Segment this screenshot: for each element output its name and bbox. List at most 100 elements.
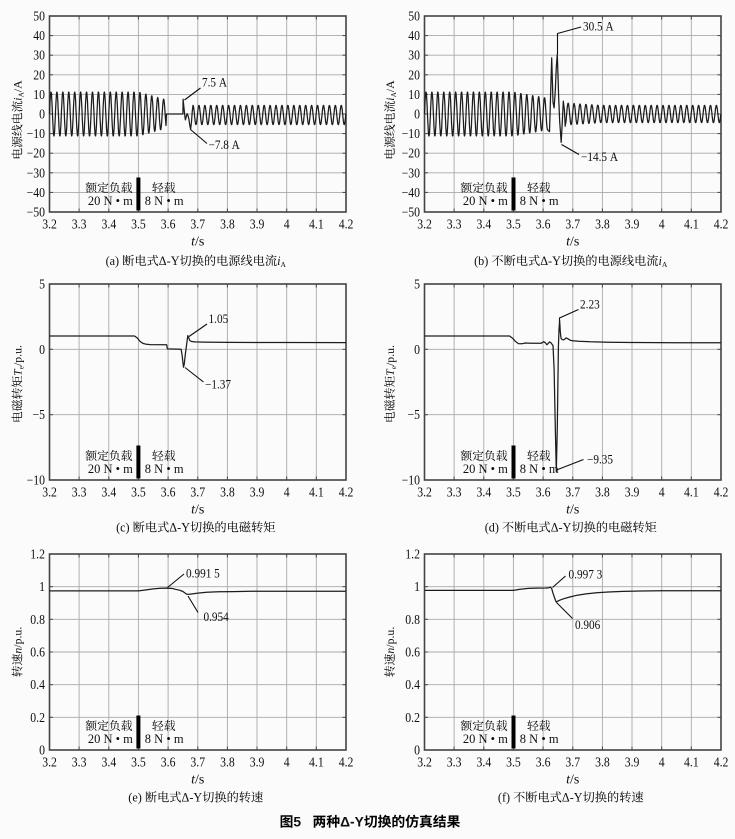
svg-text:e: e xyxy=(17,366,26,369)
svg-text:3.6: 3.6 xyxy=(536,485,551,500)
svg-text:3.8: 3.8 xyxy=(220,217,235,232)
svg-text:4.2: 4.2 xyxy=(339,485,354,500)
svg-text:3.7: 3.7 xyxy=(190,217,205,232)
svg-text:4.2: 4.2 xyxy=(339,755,354,770)
svg-text:5: 5 xyxy=(39,277,45,292)
svg-text:(e): (e) xyxy=(128,791,142,805)
svg-text:0.997 3: 0.997 3 xyxy=(569,568,603,582)
svg-text:−50: −50 xyxy=(27,205,46,220)
svg-text:4: 4 xyxy=(659,485,665,500)
svg-text:3.4: 3.4 xyxy=(102,485,117,500)
svg-text:−14.5 A: −14.5 A xyxy=(581,150,618,164)
svg-text:4: 4 xyxy=(284,485,290,500)
svg-text:/s: /s xyxy=(570,503,579,518)
svg-text:−30: −30 xyxy=(27,165,46,180)
svg-text:0: 0 xyxy=(414,743,420,758)
svg-text:i: i xyxy=(383,97,397,100)
svg-text:20 N • m: 20 N • m xyxy=(88,732,133,746)
svg-text:3.3: 3.3 xyxy=(72,755,87,770)
svg-text:10: 10 xyxy=(408,87,420,102)
svg-text:3.9: 3.9 xyxy=(250,755,265,770)
svg-text:3.9: 3.9 xyxy=(625,217,640,232)
svg-text:0.2: 0.2 xyxy=(405,710,420,725)
svg-text:3.2: 3.2 xyxy=(42,217,57,232)
svg-text:3.3: 3.3 xyxy=(447,485,462,500)
svg-text:0.4: 0.4 xyxy=(30,677,45,692)
svg-text:−40: −40 xyxy=(402,185,421,200)
svg-text:0.6: 0.6 xyxy=(405,645,420,660)
svg-text:t: t xyxy=(191,235,196,250)
svg-text:Δ-Y: Δ-Y xyxy=(159,254,180,268)
svg-text:3.2: 3.2 xyxy=(42,755,57,770)
svg-text:i: i xyxy=(659,254,663,268)
svg-text:3.7: 3.7 xyxy=(190,485,205,500)
svg-text:Δ-Y: Δ-Y xyxy=(540,254,561,268)
svg-text:t: t xyxy=(191,503,196,518)
svg-text:20 N • m: 20 N • m xyxy=(463,194,508,208)
svg-text:Δ-Y: Δ-Y xyxy=(562,791,583,805)
svg-text:/p.u.: /p.u. xyxy=(383,627,397,648)
svg-text:3.6: 3.6 xyxy=(536,755,551,770)
svg-text:0: 0 xyxy=(39,342,45,357)
svg-text:3.6: 3.6 xyxy=(536,217,551,232)
svg-text:4: 4 xyxy=(659,755,665,770)
svg-text:3.7: 3.7 xyxy=(565,755,580,770)
svg-text:Δ-Y: Δ-Y xyxy=(169,521,190,535)
svg-text:−30: −30 xyxy=(402,165,421,180)
svg-text:20 N • m: 20 N • m xyxy=(463,732,508,746)
svg-text:8 N • m: 8 N • m xyxy=(520,194,559,208)
svg-text:/s: /s xyxy=(570,773,579,788)
svg-text:3.2: 3.2 xyxy=(42,485,57,500)
svg-text:0: 0 xyxy=(39,743,45,758)
svg-text:3.4: 3.4 xyxy=(102,217,117,232)
svg-text:/p.u.: /p.u. xyxy=(383,345,397,366)
svg-text:4: 4 xyxy=(284,217,290,232)
svg-text:8 N • m: 8 N • m xyxy=(145,194,184,208)
svg-text:1.05: 1.05 xyxy=(209,312,229,326)
svg-text:−5: −5 xyxy=(408,407,421,422)
svg-text:−10: −10 xyxy=(27,126,46,141)
svg-text:20 N • m: 20 N • m xyxy=(463,462,508,476)
svg-text:3.6: 3.6 xyxy=(161,217,176,232)
svg-text:20 N • m: 20 N • m xyxy=(88,194,133,208)
svg-text:t: t xyxy=(566,773,571,788)
svg-text:5: 5 xyxy=(414,277,420,292)
svg-text:3.5: 3.5 xyxy=(131,755,146,770)
svg-text:7.5 A: 7.5 A xyxy=(202,76,227,90)
svg-text:(a): (a) xyxy=(106,254,120,268)
svg-text:n: n xyxy=(383,648,397,654)
svg-text:3.4: 3.4 xyxy=(102,755,117,770)
svg-text:3.4: 3.4 xyxy=(477,755,492,770)
svg-text:30: 30 xyxy=(33,48,45,63)
svg-text:4: 4 xyxy=(284,755,290,770)
svg-text:4.1: 4.1 xyxy=(684,217,699,232)
svg-text:30.5 A: 30.5 A xyxy=(583,20,614,34)
svg-text:/A: /A xyxy=(383,80,397,92)
svg-text:3.3: 3.3 xyxy=(72,485,87,500)
svg-text:4.1: 4.1 xyxy=(684,755,699,770)
svg-text:40: 40 xyxy=(408,28,420,43)
svg-text:0: 0 xyxy=(414,342,420,357)
svg-text:Δ-Y: Δ-Y xyxy=(551,521,572,535)
svg-text:4.1: 4.1 xyxy=(309,217,324,232)
svg-text:−1.37: −1.37 xyxy=(205,378,231,392)
svg-text:8 N • m: 8 N • m xyxy=(145,732,184,746)
svg-text:0.6: 0.6 xyxy=(30,645,45,660)
svg-text:3.6: 3.6 xyxy=(161,755,176,770)
svg-text:3.3: 3.3 xyxy=(447,217,462,232)
svg-text:A: A xyxy=(662,260,668,269)
svg-text:3.3: 3.3 xyxy=(447,755,462,770)
svg-text:3.5: 3.5 xyxy=(506,485,521,500)
svg-text:i: i xyxy=(277,254,281,268)
svg-text:3.5: 3.5 xyxy=(506,755,521,770)
svg-text:/p.u.: /p.u. xyxy=(11,345,25,366)
svg-text:30: 30 xyxy=(408,48,420,63)
svg-text:8 N • m: 8 N • m xyxy=(520,732,559,746)
svg-text:−9.35: −9.35 xyxy=(587,453,613,467)
svg-text:20: 20 xyxy=(408,67,420,82)
svg-text:20: 20 xyxy=(33,67,45,82)
svg-text:3.9: 3.9 xyxy=(250,485,265,500)
svg-text:t: t xyxy=(566,235,571,250)
svg-text:−40: −40 xyxy=(27,185,46,200)
svg-text:−20: −20 xyxy=(402,146,421,161)
